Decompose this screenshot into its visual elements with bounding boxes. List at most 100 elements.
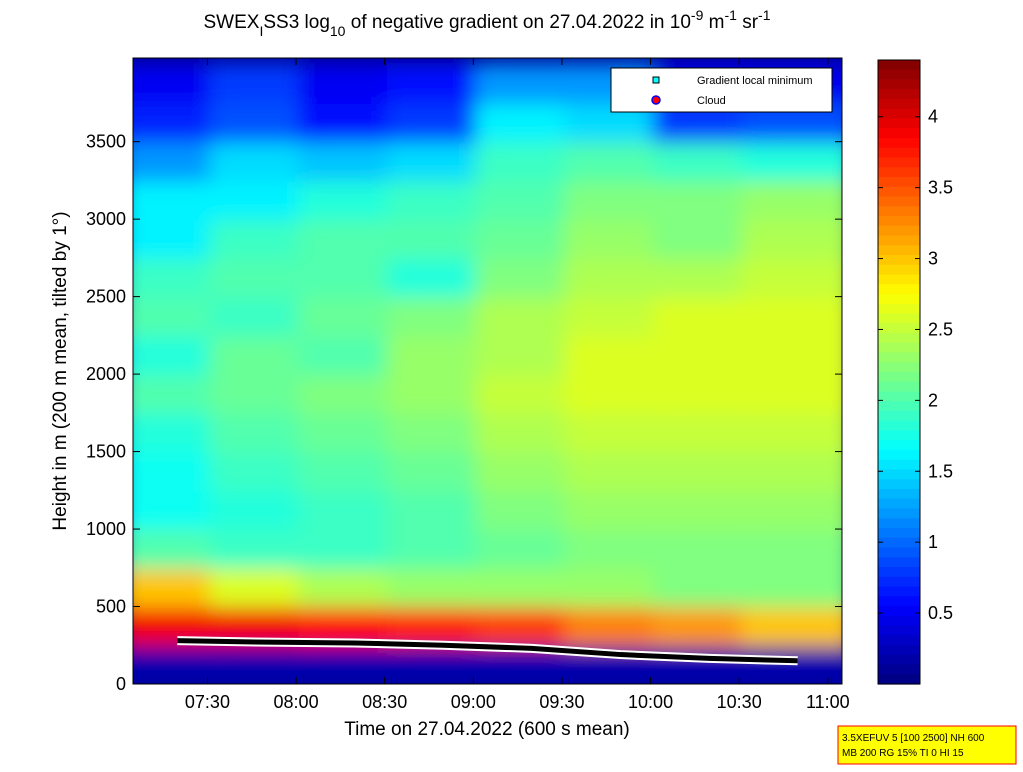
heatmap-cell — [741, 450, 842, 492]
y-tick-label: 3000 — [86, 209, 126, 229]
colorbar-tick-label: 3 — [928, 249, 938, 269]
title-part: -1 — [758, 7, 771, 23]
colorbar-swatch — [878, 303, 920, 315]
y-tick-label: 1500 — [86, 442, 126, 462]
colorbar-swatch — [878, 138, 920, 149]
title-part: SS3 log — [263, 12, 330, 33]
y-tick-label: 3500 — [86, 132, 126, 152]
series-line — [177, 638, 798, 664]
title-part: m — [703, 12, 724, 33]
heatmap-cell — [741, 179, 842, 221]
overlay — [177, 636, 798, 666]
heatmap-cell — [741, 295, 842, 337]
x-tick-label: 07:30 — [185, 692, 230, 712]
colorbar-swatch — [878, 89, 920, 100]
colorbar-swatch — [878, 498, 920, 510]
colorbar-swatch — [878, 206, 920, 217]
colorbar-swatch — [878, 489, 920, 500]
heatmap-cell — [741, 218, 842, 259]
colorbar-tick-label: 3.5 — [928, 178, 953, 198]
title-part: -9 — [691, 7, 704, 23]
y-tick-label: 500 — [96, 597, 126, 617]
heatmap-cell — [741, 528, 842, 569]
colorbar: 0.5 1 1.5 2 2.5 3 3.5 4 — [878, 60, 953, 685]
heatmap-cell — [741, 566, 842, 608]
colorbar-swatch — [878, 547, 920, 558]
x-tick-label: 10:30 — [717, 692, 762, 712]
colorbar-swatch — [878, 606, 920, 617]
colorbar-swatch — [878, 557, 920, 568]
note-box — [837, 725, 1017, 765]
y-tick-label: 1000 — [86, 519, 126, 539]
colorbar-swatch — [878, 596, 920, 607]
heatmap-cell — [741, 140, 842, 182]
note-line: MB 200 RG 15% TI 0 HI 15 — [842, 748, 964, 759]
colorbar-swatch — [878, 430, 920, 441]
colorbar-swatch — [878, 576, 920, 588]
colorbar-swatch — [878, 60, 920, 71]
colorbar-swatch — [878, 264, 920, 276]
x-tick-label: 11:00 — [806, 692, 850, 712]
colorbar-swatch — [878, 294, 920, 305]
title-part: SWEX — [204, 12, 260, 33]
colorbar-swatch — [878, 118, 920, 129]
colorbar-swatch — [878, 664, 920, 675]
colorbar-swatch — [878, 186, 920, 198]
colorbar-frame — [877, 59, 921, 685]
heatmap-cell — [741, 411, 842, 453]
colorbar-swatch — [878, 342, 920, 354]
colorbar-tick-label: 1 — [928, 532, 938, 552]
colorbar-swatch — [878, 108, 920, 120]
colorbar-swatch — [878, 167, 920, 178]
colorbar-swatch — [878, 333, 920, 344]
colorbar-swatch — [878, 313, 920, 324]
title-part: 10 — [330, 23, 346, 39]
y-axis-title: Height in m (200 m mean, tilted by 1°) — [50, 211, 71, 530]
colorbar-swatch — [878, 567, 920, 578]
colorbar-swatch — [878, 537, 920, 549]
heatmap-cell — [741, 489, 842, 531]
x-tick-label: 09:00 — [451, 692, 496, 712]
colorbar-tick-label: 2.5 — [928, 319, 953, 339]
heatmap-cell — [741, 373, 842, 414]
colorbar-swatch — [878, 450, 920, 461]
x-tick-label: 10:00 — [628, 692, 673, 712]
colorbar-swatch — [878, 216, 920, 227]
title-part: sr — [737, 12, 759, 33]
colorbar-tick-label: 4 — [928, 107, 938, 127]
colorbar-tick-label: 0.5 — [928, 603, 953, 623]
y-tick-label: 0 — [116, 674, 126, 694]
colorbar-swatch — [878, 615, 920, 627]
x-axis-title: Time on 27.04.2022 (600 s mean) — [344, 719, 630, 740]
colorbar-swatch — [878, 469, 920, 480]
colorbar-swatch — [878, 245, 920, 256]
colorbar-swatch — [878, 79, 920, 90]
heatmap-cell — [741, 605, 842, 647]
y-tick-label: 2500 — [86, 287, 126, 307]
heatmap-cell — [741, 334, 842, 376]
chart-title: SWEXISS3 log10 of negative gradient on 2… — [204, 7, 771, 39]
colorbar-swatch — [878, 508, 920, 519]
colorbar-swatch — [878, 401, 920, 412]
colorbar-swatch — [878, 479, 920, 490]
colorbar-swatch — [878, 420, 920, 432]
colorbar-swatch — [878, 69, 920, 81]
colorbar-swatch — [878, 147, 920, 159]
colorbar-swatch — [878, 274, 920, 285]
colorbar-swatch — [878, 625, 920, 636]
colorbar-swatch — [878, 157, 920, 168]
x-tick-label: 09:30 — [539, 692, 584, 712]
colorbar-swatch — [878, 225, 920, 237]
colorbar-swatch — [878, 459, 920, 471]
colorbar-tick-label: 2 — [928, 390, 938, 410]
colorbar-swatch — [878, 518, 920, 529]
colorbar-swatch — [878, 391, 920, 402]
colorbar-swatch — [878, 196, 920, 207]
y-tick-label: 2000 — [86, 364, 126, 384]
legend: Gradient local minimum Cloud — [610, 67, 833, 113]
colorbar-swatch — [878, 528, 920, 539]
heatmap-cell — [741, 644, 842, 684]
colorbar-swatch — [878, 177, 920, 188]
colorbar-swatch — [878, 586, 920, 597]
